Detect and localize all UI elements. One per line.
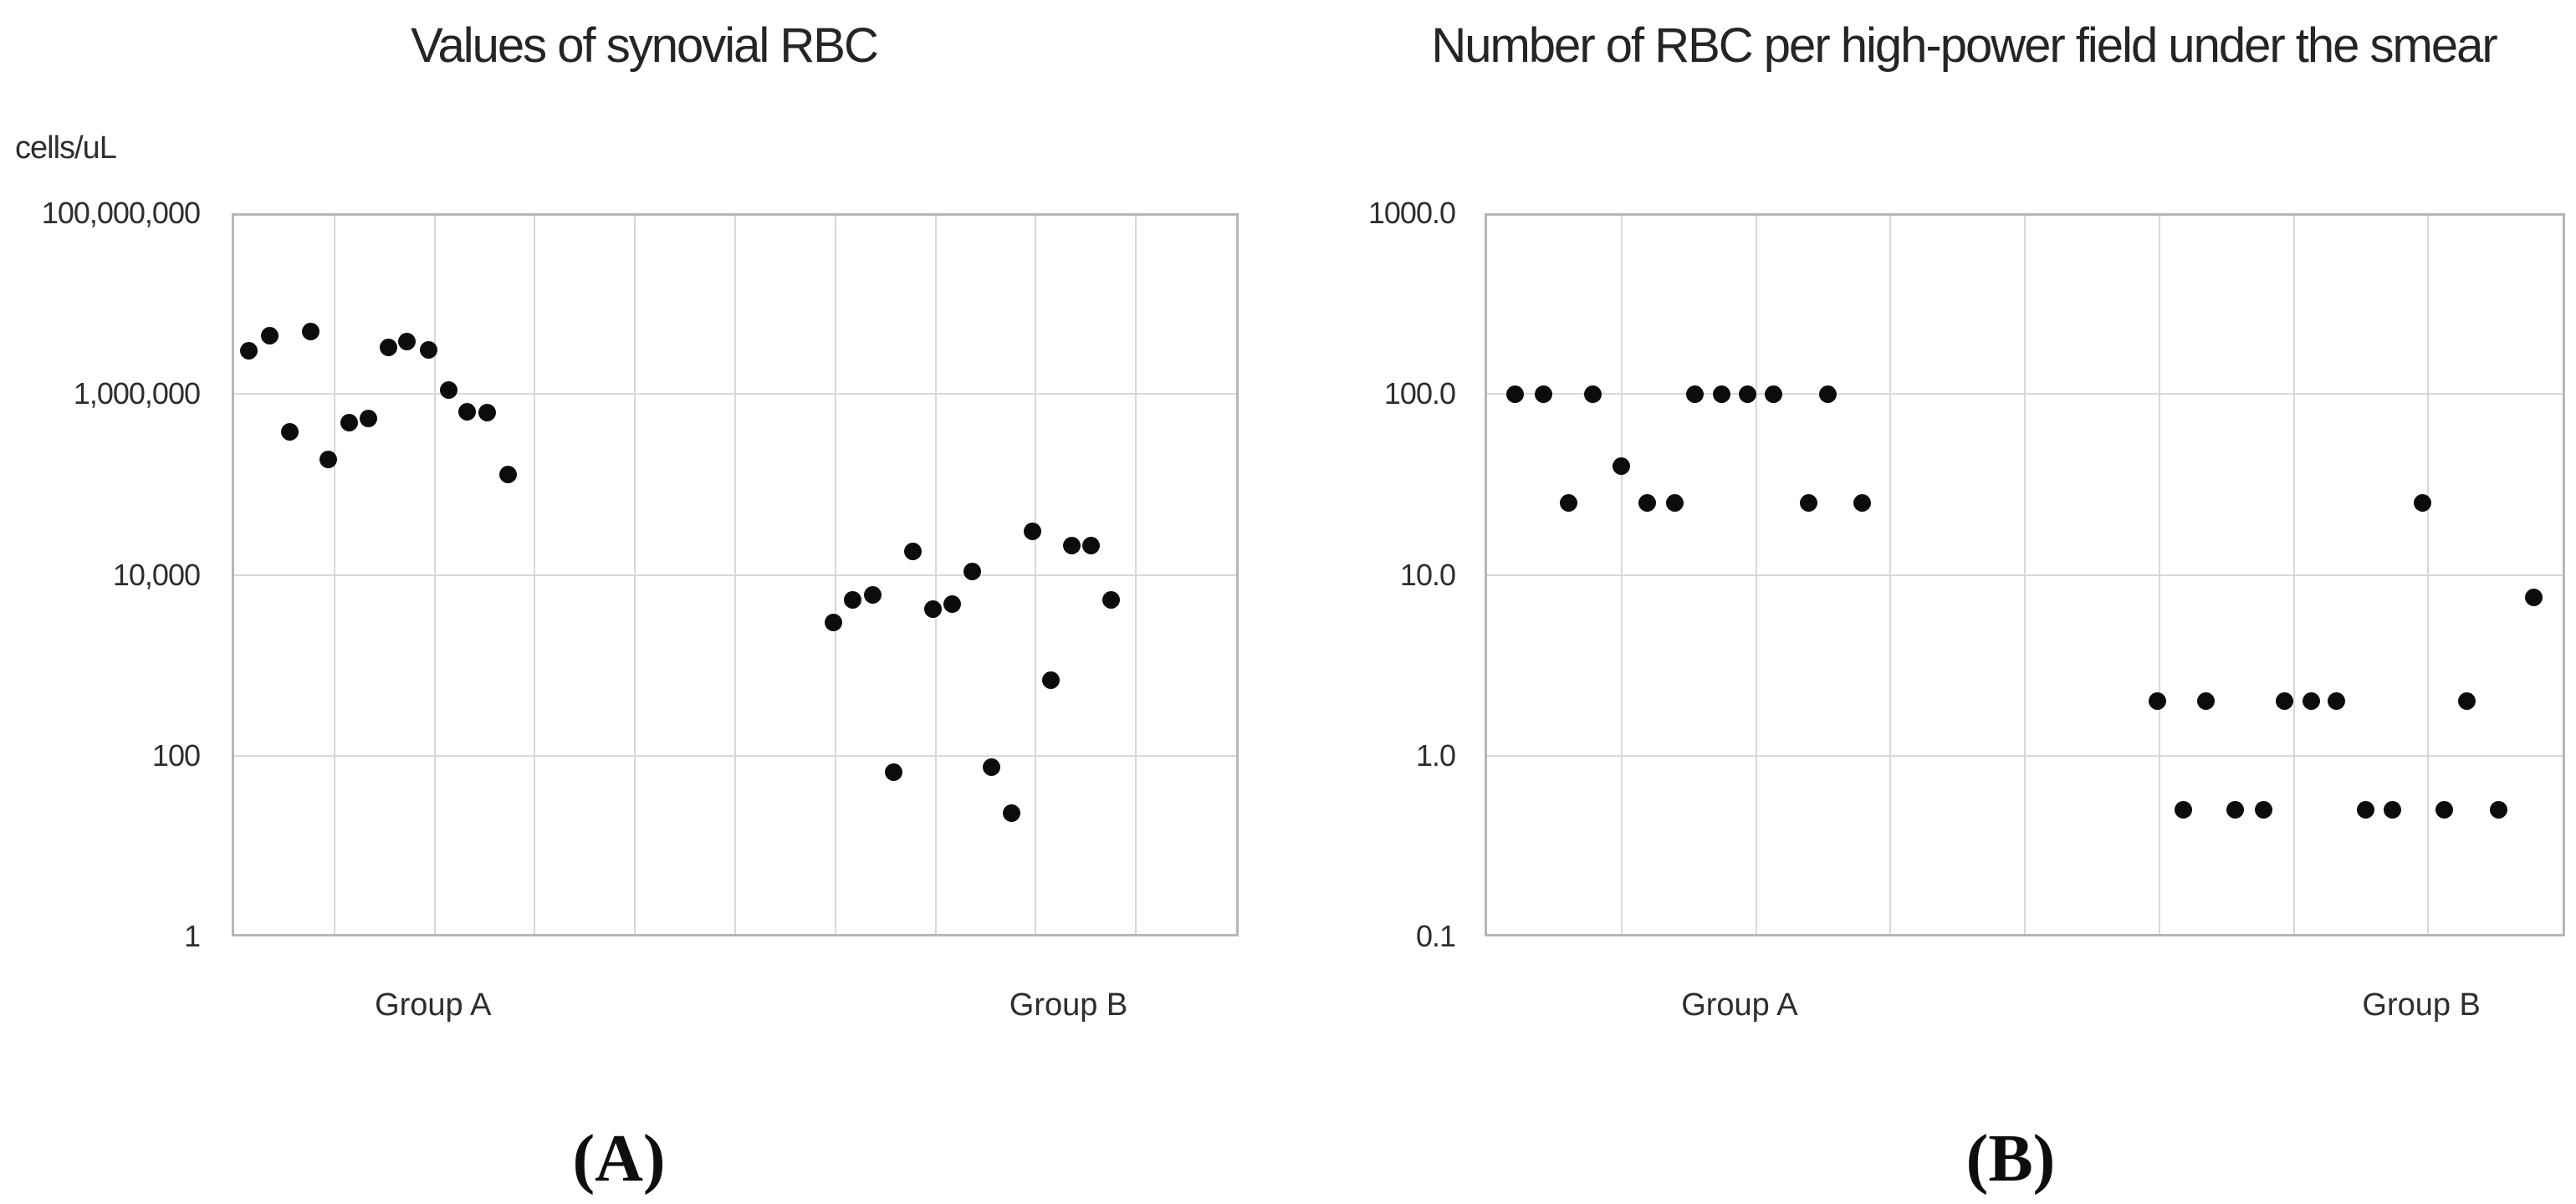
h-gridline bbox=[1487, 574, 2563, 576]
data-point bbox=[1853, 493, 1871, 512]
data-point bbox=[1082, 537, 1101, 555]
data-point bbox=[844, 590, 862, 609]
h-gridline bbox=[234, 574, 1236, 576]
x-category-label: Group B bbox=[2362, 987, 2481, 1023]
data-point bbox=[498, 465, 517, 483]
data-point bbox=[1665, 493, 1684, 512]
data-point bbox=[2328, 692, 2346, 711]
data-point bbox=[380, 338, 398, 356]
data-point bbox=[2525, 589, 2543, 607]
h-gridline bbox=[1487, 393, 2563, 395]
data-point bbox=[2148, 692, 2166, 711]
h-gridline bbox=[1487, 754, 2563, 757]
data-point bbox=[240, 342, 258, 360]
data-point bbox=[281, 423, 299, 441]
y-tick-label: 1,000,000 bbox=[73, 376, 201, 411]
data-point bbox=[2255, 801, 2273, 819]
data-point bbox=[1819, 385, 1837, 403]
data-point bbox=[1686, 385, 1705, 403]
data-point bbox=[1638, 493, 1657, 512]
data-point bbox=[478, 404, 497, 422]
y-tick-label: 0.1 bbox=[1415, 919, 1456, 953]
data-point bbox=[963, 562, 982, 580]
data-point bbox=[825, 613, 843, 631]
data-point bbox=[924, 599, 943, 618]
y-tick-label: 100,000,000 bbox=[41, 196, 201, 230]
data-point bbox=[1613, 457, 1631, 475]
data-point bbox=[1559, 493, 1577, 512]
data-point bbox=[440, 381, 458, 400]
data-point bbox=[943, 595, 962, 614]
data-point bbox=[1584, 385, 1602, 403]
data-point bbox=[1765, 385, 1783, 403]
data-point bbox=[2384, 801, 2402, 819]
data-point bbox=[1713, 385, 1731, 403]
data-point bbox=[2303, 692, 2321, 711]
data-point bbox=[885, 763, 903, 782]
chart-title-rbc-per-hpf: Number of RBC per high-power field under… bbox=[1431, 18, 2497, 73]
data-point bbox=[340, 414, 359, 432]
h-gridline bbox=[234, 754, 1236, 757]
data-point bbox=[2414, 493, 2432, 512]
data-point bbox=[420, 340, 438, 359]
data-point bbox=[2197, 692, 2216, 711]
y-tick-label: 1 bbox=[183, 919, 201, 953]
data-point bbox=[2435, 801, 2454, 819]
data-point bbox=[983, 758, 1001, 776]
data-point bbox=[398, 333, 417, 351]
data-point bbox=[1042, 671, 1061, 690]
data-point bbox=[1024, 523, 1042, 541]
y-tick-label: 10,000 bbox=[112, 557, 201, 592]
data-point bbox=[2490, 801, 2508, 819]
plot-area-a bbox=[232, 213, 1239, 936]
panel-letter-a: (A) bbox=[572, 1122, 666, 1196]
data-point bbox=[1506, 385, 1525, 403]
data-point bbox=[1739, 385, 1757, 403]
x-category-label: Group B bbox=[1009, 987, 1128, 1023]
data-point bbox=[1003, 804, 1021, 823]
chart-title-synovial-rbc: Values of synovial RBC bbox=[411, 18, 879, 73]
y-tick-label: 1.0 bbox=[1415, 737, 1456, 773]
data-point bbox=[360, 409, 378, 427]
data-point bbox=[904, 543, 923, 561]
plot-area-b bbox=[1485, 213, 2565, 936]
data-point bbox=[2276, 692, 2294, 711]
data-point bbox=[1102, 590, 1121, 609]
data-point bbox=[2175, 801, 2193, 819]
y-tick-label: 10.0 bbox=[1399, 557, 1456, 592]
y-tick-label: 100.0 bbox=[1383, 376, 1456, 411]
data-point bbox=[1800, 493, 1818, 512]
y-axis-unit-label: cells/uL bbox=[15, 130, 117, 166]
data-point bbox=[2226, 801, 2245, 819]
data-point bbox=[319, 450, 338, 468]
data-point bbox=[301, 323, 319, 341]
y-tick-label: 1000.0 bbox=[1367, 196, 1456, 230]
x-category-label: Group A bbox=[1681, 987, 1798, 1023]
data-point bbox=[1534, 385, 1552, 403]
panel-letter-b: (B) bbox=[1965, 1122, 2056, 1196]
data-point bbox=[2357, 801, 2375, 819]
h-gridline bbox=[234, 393, 1236, 395]
y-tick-label: 100 bbox=[151, 737, 201, 773]
x-category-label: Group A bbox=[375, 987, 492, 1023]
data-point bbox=[458, 403, 477, 421]
data-point bbox=[864, 585, 882, 604]
data-point bbox=[1063, 537, 1081, 555]
data-point bbox=[261, 327, 279, 345]
data-point bbox=[2458, 692, 2476, 711]
